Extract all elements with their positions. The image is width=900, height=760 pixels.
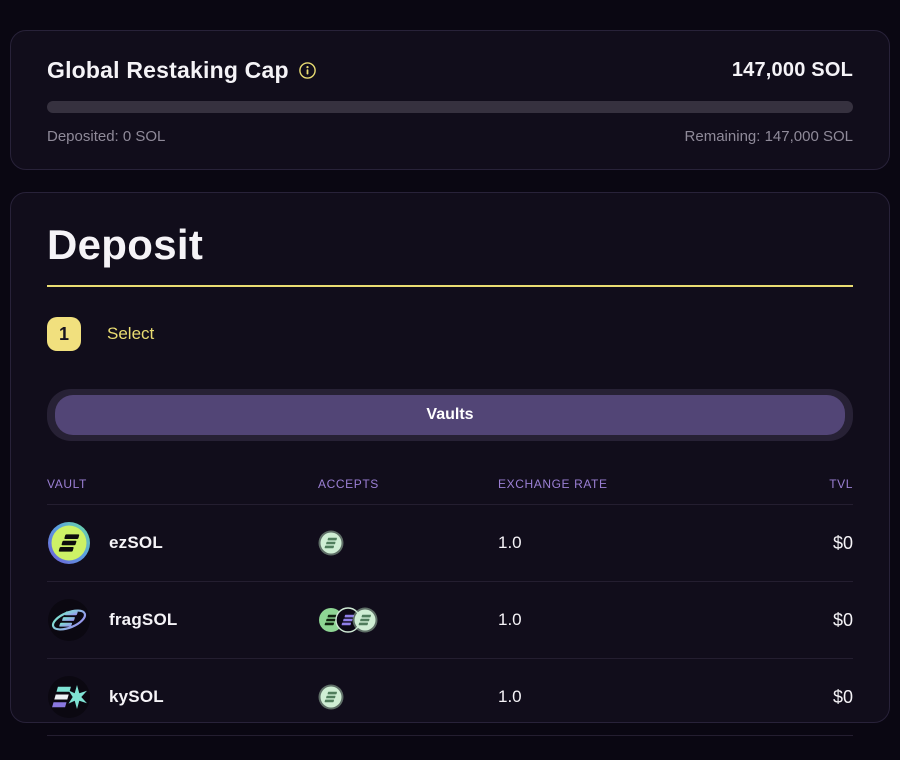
column-header-exchange-rate: EXCHANGE RATE xyxy=(498,477,608,491)
vault-row[interactable]: ezSOL 1.0 $0 xyxy=(47,505,853,582)
global-cap-progress-bar xyxy=(47,101,853,113)
info-icon[interactable] xyxy=(298,62,316,79)
ezsol-vault-icon xyxy=(47,521,91,565)
deposit-card: Deposit 1 Select Vaults VAULT ACCEPTS EX… xyxy=(10,192,890,736)
accepts-tokens xyxy=(318,607,498,633)
vault-row[interactable]: kySOL 1.0 $0 xyxy=(47,659,853,736)
global-cap-total: 147,000 SOL xyxy=(731,59,853,81)
vault-name: kySOL xyxy=(109,687,164,706)
vault-row[interactable]: fragSOL 1.0 $0 xyxy=(47,582,853,659)
global-cap-title: Global Restaking Cap xyxy=(47,57,289,83)
restaking-page: Global Restaking Cap 147,000 SOL Deposit… xyxy=(10,30,890,736)
accepts-tokens xyxy=(318,530,498,556)
deposit-title: Deposit xyxy=(47,221,204,268)
sol-token-icon xyxy=(318,530,344,556)
exchange-rate-value: 1.0 xyxy=(498,533,522,552)
global-restaking-cap-card: Global Restaking Cap 147,000 SOL Deposit… xyxy=(10,30,890,170)
column-header-vault: VAULT xyxy=(47,477,87,491)
column-header-accepts: ACCEPTS xyxy=(318,477,379,491)
tvl-value: $0 xyxy=(832,532,853,553)
tvl-value: $0 xyxy=(832,686,853,707)
vault-table-body: ezSOL 1.0 $0 fragSOL xyxy=(47,505,853,736)
vaults-tab-bar: Vaults xyxy=(47,389,853,441)
kysol-vault-icon xyxy=(47,675,91,719)
exchange-rate-value: 1.0 xyxy=(498,610,522,629)
accepts-tokens xyxy=(318,684,498,710)
sol-token-icon xyxy=(352,607,378,633)
remaining-label: Remaining: 147,000 SOL xyxy=(684,128,853,145)
fragsol-vault-icon xyxy=(47,598,91,642)
yellow-divider xyxy=(47,285,853,287)
step-number-badge: 1 xyxy=(47,317,81,351)
step-label: Select xyxy=(107,324,155,343)
vault-table-header: VAULT ACCEPTS EXCHANGE RATE TVL xyxy=(47,477,853,505)
sol-token-icon xyxy=(318,684,344,710)
vault-name: fragSOL xyxy=(109,610,178,629)
vaults-tab[interactable]: Vaults xyxy=(55,395,845,435)
deposited-label: Deposited: 0 SOL xyxy=(47,128,166,145)
column-header-tvl: TVL xyxy=(829,477,853,491)
exchange-rate-value: 1.0 xyxy=(498,687,522,706)
vault-name: ezSOL xyxy=(109,533,163,552)
tvl-value: $0 xyxy=(832,609,853,630)
